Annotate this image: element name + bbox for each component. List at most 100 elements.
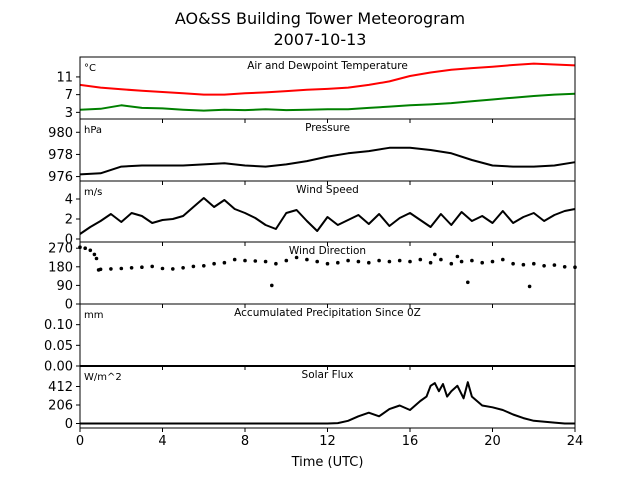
x-tick-label-5: 20 [484,434,501,449]
x-tick-label-0: 0 [76,434,84,449]
panel-1-ytick-label-2: 980 [48,126,73,141]
panel-0-title: Air and Dewpoint Temperature [247,60,408,72]
panel-2-unit: m/s [84,187,102,198]
panel-3-point-8 [119,266,124,271]
panel-3-point-55 [552,263,557,267]
panel-5-title: Solar Flux [302,369,354,381]
panel-1-ytick-label-1: 978 [48,148,73,163]
panel-3-ytick-label-1: 90 [56,279,73,294]
panel-3-point-34 [377,258,381,263]
panel-3-point-9 [129,266,134,270]
panel-4-unit: mm [84,310,103,321]
panel-5-unit: W/m^2 [84,372,122,383]
panel-3-ytick-label-3: 270 [48,242,73,257]
panels-group: 3 7 11 °C Air and Dewpoint Temperature 976 978… [44,56,577,432]
x-tick-label-2: 8 [241,434,249,449]
panel-3-point-48 [490,259,495,264]
panel-3-point-53 [532,261,536,266]
panel-3: 0 90 180 270 Wind Direction [48,241,577,313]
panel-4: 0.00 0.05 0.10 mm Accumulated Precipitation … [44,303,576,375]
panel-3-title: Wind Direction [289,245,366,257]
panel-0-unit: °C [84,63,96,74]
panel-3-point-21 [253,259,258,263]
panel-3-ytick-label-2: 180 [48,260,73,275]
panel-3-point-45 [466,280,470,285]
panel-0: 3 7 11 °C Air and Dewpoint Temperature [56,56,576,123]
panel-3-point-39 [428,260,433,265]
panel-0-ytick-label-1: 7 [65,88,73,103]
panel-3-point-49 [501,257,505,262]
panel-1-ytick-label-0: 976 [48,170,73,185]
panel-3-point-41 [439,257,443,262]
panel-3-point-46 [470,258,474,263]
panel-3-point-6 [98,267,103,272]
panel-0-ytick-label-2: 11 [56,70,73,85]
x-tick-label-6: 24 [567,434,584,449]
panel-3-point-18 [222,260,227,265]
panel-2: 0 2 4 m/s Wind Speed [65,180,576,248]
panel-3-point-16 [202,264,206,268]
panel-3-point-20 [243,258,247,263]
x-axis-label: Time (UTC) [291,455,364,470]
panel-3-point-35 [387,259,392,264]
panel-3-point-22 [263,259,268,264]
panel-3-point-40 [433,252,437,257]
x-tick-label-3: 12 [319,434,336,449]
panel-3-point-52 [527,284,532,289]
panel-4-ytick-label-2: 0.10 [44,318,73,333]
panel-3-point-33 [367,260,371,265]
x-tick-label-1: 4 [158,434,166,449]
panel-3-point-19 [232,257,237,262]
panel-3-point-24 [274,261,278,266]
panel-2-title: Wind Speed [296,184,359,196]
panel-2-series-0 [79,197,576,235]
panel-3-point-51 [521,262,526,267]
panel-0-series-1 [79,92,576,112]
panel-5-ytick-label-0: 0 [65,417,73,432]
panel-3-point-30 [336,260,340,265]
panel-0-series-0 [79,62,576,96]
panel-3-point-31 [346,258,350,263]
panel-3-point-17 [212,261,216,266]
panel-3-point-43 [455,254,460,259]
panel-3-point-3 [92,252,97,257]
panel-1: 976 978 980 hPa Pressure [48,118,576,185]
x-tick-label-4: 16 [402,434,419,449]
panel-3-point-23 [270,283,274,288]
panel-2-ytick-label-0: 0 [65,233,73,248]
panel-3-point-15 [191,264,196,269]
panel-4-ytick-label-0: 0.00 [44,360,73,375]
panel-3-point-38 [418,257,423,262]
panel-3-point-14 [181,266,185,270]
panel-1-series-0 [79,146,576,176]
panel-2-ytick-label-2: 4 [65,193,73,208]
panel-4-title: Accumulated Precipitation Since 0Z [234,307,421,319]
panel-3-point-7 [109,267,113,271]
panel-3-point-11 [150,264,154,269]
panel-3-point-26 [294,255,299,260]
panel-3-point-44 [459,259,464,264]
panel-3-point-56 [562,265,567,269]
x-axis: 0 4 8 12 16 20 24 [76,434,583,449]
panel-3-point-12 [160,266,165,271]
panel-1-unit: hPa [84,125,102,136]
panel-3-point-27 [305,257,309,262]
panel-3-point-4 [94,256,99,261]
panel-3-point-28 [315,259,320,264]
panel-0-ytick-label-0: 3 [65,106,73,121]
panel-5: 0 206 412 W/m^2 Solar Flux [48,365,576,432]
panel-3-point-1 [83,246,87,250]
panel-3-point-36 [397,258,402,263]
panel-3-point-50 [511,261,515,266]
panel-3-point-42 [449,261,454,266]
panel-3-ytick-label-0: 0 [65,298,73,313]
panel-4-ytick-label-1: 0.05 [44,339,73,354]
panel-5-ytick-label-2: 412 [48,380,73,395]
panel-1-title: Pressure [305,122,350,134]
panel-5-series-0 [80,381,575,425]
panel-3-point-47 [480,260,485,265]
panel-3-point-29 [325,261,330,266]
panel-3-point-25 [284,258,289,263]
panel-3-point-13 [171,267,175,271]
